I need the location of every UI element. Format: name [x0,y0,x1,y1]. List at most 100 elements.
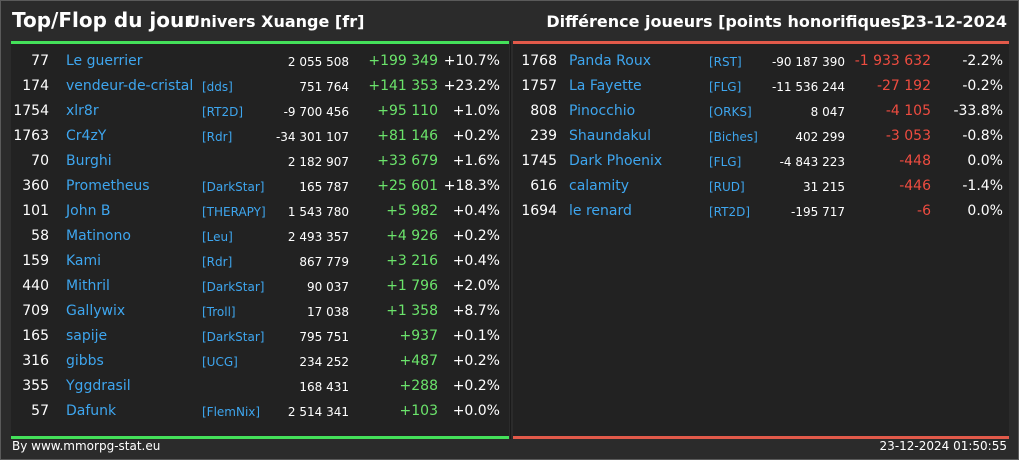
table-row: 709 Gallywix [Troll] 17 038 +1 358 +8.7% [11,299,509,324]
points-cell: 867 779 [299,255,349,269]
points-cell: 90 037 [307,280,349,294]
player-name-link[interactable]: Pinocchio [569,103,636,119]
player-name-link[interactable]: calamity [569,178,630,194]
metric-label: Différence joueurs [points honorifiques] [546,12,908,31]
points-cell: 8 047 [810,105,845,119]
player-name-link[interactable]: sapije [66,328,108,344]
table-row: 616 calamity [RUD] 31 215 -446 -1.4% [513,174,1009,199]
player-name-link[interactable]: Mithril [66,278,110,294]
player-name-link[interactable]: xlr8r [66,103,99,119]
points-cell: -90 187 390 [771,55,845,69]
points-cell: -195 717 [791,205,845,219]
header-date: 23-12-2024 [904,12,1007,31]
alliance-tag-link[interactable]: [Rdr] [202,130,233,144]
table-row: 1745 Dark Phoenix [FLG] -4 843 223 -448 0.0% [513,149,1009,174]
diff-cell: +288 [399,378,438,394]
player-name-link[interactable]: Matinono [66,228,131,244]
player-name-link[interactable]: gibbs [66,353,104,369]
rank-cell: 57 [31,403,49,419]
table-row: 808 Pinocchio [ORKS] 8 047 -4 105 -33.8% [513,99,1009,124]
alliance-tag-link[interactable]: [Leu] [202,230,233,244]
table-row: 101 John B [THERAPY] 1 543 780 +5 982 +0.4% [11,199,509,224]
player-name-link[interactable]: Kami [66,253,102,269]
percent-cell: -0.2% [962,78,1003,94]
diff-cell: -448 [899,153,931,169]
percent-cell: -0.8% [962,128,1003,144]
percent-cell: +18.3% [443,178,500,194]
alliance-tag-link[interactable]: [DarkStar] [202,330,265,344]
alliance-tag-link[interactable]: [Troll] [202,305,236,319]
alliance-tag-link[interactable]: [FLG] [709,155,742,169]
rank-cell: 174 [22,78,49,94]
diff-cell: -4 105 [885,103,931,119]
diff-cell: +141 353 [368,78,438,94]
percent-cell: +23.2% [443,78,500,94]
percent-cell: +10.7% [443,53,500,69]
alliance-tag-link[interactable]: [UCG] [202,355,238,369]
percent-cell: 0.0% [967,153,1003,169]
diff-cell: +25 601 [377,178,438,194]
player-name-link[interactable]: Panda Roux [569,53,652,69]
points-cell: 2 514 341 [287,405,349,419]
player-name-link[interactable]: John B [66,203,111,219]
percent-cell: -1.4% [962,178,1003,194]
header: Top/Flop du jour Univers Xuange [fr] Dif… [1,1,1018,41]
alliance-tag-link[interactable]: [RT2D] [709,205,751,219]
diff-cell: +1 358 [386,303,438,319]
alliance-tag-link[interactable]: [RUD] [709,180,745,194]
alliance-tag-link[interactable]: [THERAPY] [202,205,266,219]
player-name-link[interactable]: Yggdrasil [66,378,131,394]
alliance-tag-link[interactable]: [DarkStar] [202,180,265,194]
alliance-tag-link[interactable]: [dds] [202,80,233,94]
footer-timestamp: 23-12-2024 01:50:55 [879,439,1007,453]
top-losers-panel: 1768 Panda Roux [RST] -90 187 390 -1 933 632… [513,41,1009,439]
alliance-tag-link[interactable]: [FLG] [709,80,742,94]
table-row: 1694 le renard [RT2D] -195 717 -6 0.0% [513,199,1009,224]
points-cell: 402 299 [795,130,845,144]
alliance-tag-link[interactable]: [RT2D] [202,105,244,119]
table-row: 1754 xlr8r [RT2D] -9 700 456 +95 110 +1.0% [11,99,509,124]
diff-cell: +1 796 [386,278,438,294]
footer-credit[interactable]: By www.mmorpg-stat.eu [12,439,161,453]
percent-cell: +0.2% [452,228,500,244]
player-name-link[interactable]: Shaundakul [569,128,651,144]
player-name-link[interactable]: Gallywix [66,303,126,319]
player-name-link[interactable]: vendeur-de-cristal [66,78,194,94]
rank-cell: 360 [22,178,49,194]
alliance-tag-link[interactable]: [Rdr] [202,255,233,269]
rank-cell: 58 [31,228,49,244]
table-row: 440 Mithril [DarkStar] 90 037 +1 796 +2.0% [11,274,509,299]
player-name-link[interactable]: Dark Phoenix [569,153,663,169]
percent-cell: 0.0% [967,203,1003,219]
player-name-link[interactable]: Cr4zY [66,128,107,144]
points-cell: 1 543 780 [287,205,349,219]
rank-cell: 159 [22,253,49,269]
points-cell: 2 493 357 [287,230,349,244]
alliance-tag-link[interactable]: [RST] [709,55,742,69]
percent-cell: +1.6% [452,153,500,169]
alliance-tag-link[interactable]: [Biches] [709,130,758,144]
percent-cell: +0.0% [452,403,500,419]
table-row: 1763 Cr4zY [Rdr] -34 301 107 +81 146 +0.2% [11,124,509,149]
player-name-link[interactable]: le renard [569,203,632,219]
player-name-link[interactable]: Le guerrier [66,53,143,69]
table-row: 58 Matinono [Leu] 2 493 357 +4 926 +0.2% [11,224,509,249]
rank-cell: 1768 [521,53,557,69]
player-name-link[interactable]: Dafunk [66,403,117,419]
percent-cell: -33.8% [953,103,1003,119]
player-name-link[interactable]: Burghi [66,153,112,169]
player-name-link[interactable]: La Fayette [569,78,642,94]
alliance-tag-link[interactable]: [FlemNix] [202,405,261,419]
points-cell: 2 055 508 [287,55,349,69]
table-row: 316 gibbs [UCG] 234 252 +487 +0.2% [11,349,509,374]
rank-cell: 709 [22,303,49,319]
alliance-tag-link[interactable]: [DarkStar] [202,280,265,294]
points-cell: -9 700 456 [283,105,349,119]
percent-cell: +2.0% [452,278,500,294]
rank-cell: 355 [22,378,49,394]
diff-cell: -6 [917,203,931,219]
diff-cell: +487 [399,353,438,369]
alliance-tag-link[interactable]: [ORKS] [709,105,752,119]
player-name-link[interactable]: Prometheus [66,178,150,194]
